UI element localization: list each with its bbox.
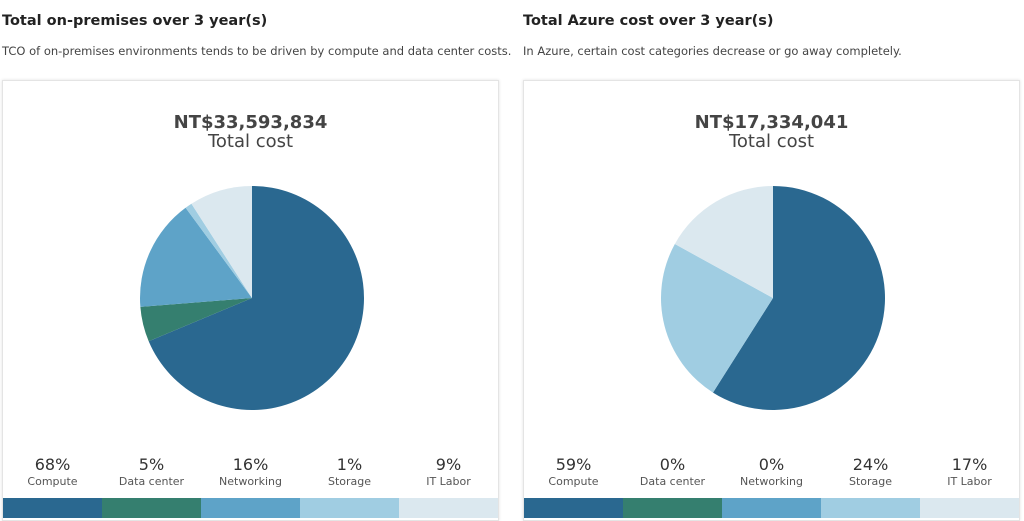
legend-percent: 5% — [138, 455, 165, 474]
legend-item-it-labor[interactable]: 17% IT Labor — [920, 455, 1019, 518]
pie-slice-storage[interactable] — [185, 203, 252, 298]
legend-label: Networking — [740, 475, 803, 488]
legend-color-bar — [623, 498, 722, 518]
legend-label: Data center — [639, 475, 706, 488]
pie-slice-it-labor[interactable] — [674, 186, 773, 298]
legend-item-networking[interactable]: 16% Networking — [201, 455, 300, 518]
total-cost-label: Total cost — [728, 131, 815, 152]
pie-slice-it-labor[interactable] — [191, 186, 252, 298]
pie-slice-compute[interactable] — [148, 186, 364, 410]
legend-label: Networking — [219, 475, 282, 488]
legend-color-bar — [201, 498, 300, 518]
legend-percent: 17% — [951, 455, 988, 474]
legend-percent: 24% — [852, 455, 889, 474]
panel-description: TCO of on-premises environments tends to… — [2, 44, 512, 58]
legend-color-bar — [821, 498, 920, 518]
legend-item-storage[interactable]: 1% Storage — [300, 455, 399, 518]
legend-item-networking[interactable]: 0% Networking — [722, 455, 821, 518]
legend-color-bar — [3, 498, 102, 518]
pie-slice-networking[interactable] — [140, 207, 252, 307]
legend-percent: 16% — [232, 455, 269, 474]
legend-color-bar — [920, 498, 1019, 518]
total-cost-value: NT$33,593,834 — [173, 112, 328, 133]
pie-slice-compute[interactable] — [712, 186, 885, 410]
on-premises-chart-card: NT$33,593,834 Total cost 68% Compute 5% … — [2, 80, 499, 521]
legend-color-bar — [399, 498, 498, 518]
legend-item-data-center[interactable]: 5% Data center — [102, 455, 201, 518]
legend-color-bar — [102, 498, 201, 518]
legend-label: Compute — [27, 475, 78, 488]
legend-item-compute[interactable]: 59% Compute — [524, 455, 623, 518]
legend-percent: 68% — [34, 455, 71, 474]
legend-color-bar — [524, 498, 623, 518]
legend-label: Storage — [848, 475, 893, 488]
azure-pie — [661, 186, 885, 410]
legend-percent: 0% — [659, 455, 686, 474]
azure-chart-card: NT$17,334,041 Total cost 59% Compute 0% … — [523, 80, 1020, 521]
total-cost-label: Total cost — [207, 131, 294, 152]
legend-label: Storage — [327, 475, 372, 488]
legend-label: Compute — [548, 475, 599, 488]
panel-title: Total Azure cost over 3 year(s) — [523, 13, 774, 29]
panel-description: In Azure, certain cost categories decrea… — [523, 44, 902, 58]
pie-slice-data-center[interactable] — [140, 298, 252, 342]
legend: 68% Compute 5% Data center 16% Networkin… — [3, 455, 498, 518]
legend-percent: 9% — [435, 455, 462, 474]
pie-slice-storage[interactable] — [661, 244, 773, 393]
legend-percent: 0% — [758, 455, 785, 474]
legend: 59% Compute 0% Data center 0% Networking… — [524, 455, 1019, 518]
on-premises-pie — [140, 186, 364, 410]
total-cost-value: NT$17,334,041 — [694, 112, 849, 133]
legend-percent: 1% — [336, 455, 363, 474]
on-premises-panel: Total on-premises over 3 year(s) TCO of … — [2, 0, 511, 521]
legend-label: Data center — [118, 475, 185, 488]
legend-color-bar — [722, 498, 821, 518]
legend-label: IT Labor — [947, 475, 992, 488]
legend-item-storage[interactable]: 24% Storage — [821, 455, 920, 518]
legend-item-compute[interactable]: 68% Compute — [3, 455, 102, 518]
legend-item-it-labor[interactable]: 9% IT Labor — [399, 455, 498, 518]
legend-label: IT Labor — [426, 475, 471, 488]
azure-panel: Total Azure cost over 3 year(s) In Azure… — [523, 0, 1023, 521]
legend-color-bar — [300, 498, 399, 518]
legend-percent: 59% — [555, 455, 592, 474]
legend-item-data-center[interactable]: 0% Data center — [623, 455, 722, 518]
panel-title: Total on-premises over 3 year(s) — [2, 13, 268, 29]
